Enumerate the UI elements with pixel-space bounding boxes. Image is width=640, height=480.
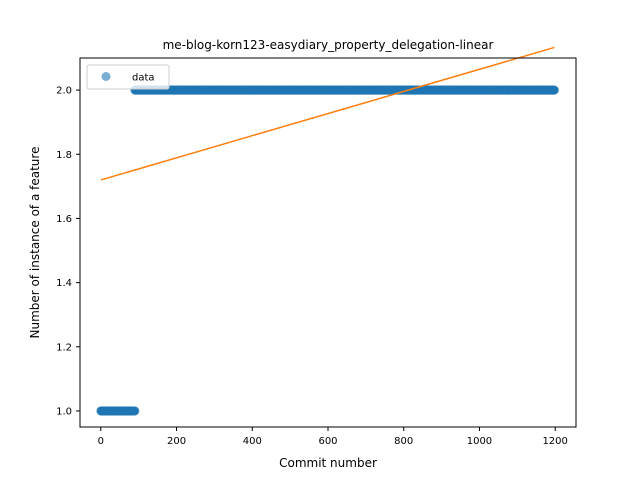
legend: data	[86, 64, 170, 90]
y-tick-label: 1.6	[56, 214, 72, 225]
data-point	[549, 85, 559, 95]
chart-title: me-blog-korn123-easydiary_property_deleg…	[163, 38, 494, 52]
x-tick-label: 400	[243, 436, 262, 447]
x-tick-label: 0	[98, 436, 104, 447]
data-point	[130, 406, 140, 416]
plot-background	[80, 58, 576, 427]
y-tick-label: 1.2	[56, 342, 72, 353]
x-axis-ticks: 0 200 400 600 800 1000 1200	[98, 427, 568, 447]
plot-area	[79, 46, 577, 428]
x-tick-label: 800	[394, 436, 413, 447]
y-tick-label: 1.4	[56, 278, 72, 289]
y-axis-ticks: 1.0 1.2 1.4 1.6 1.8 2.0	[56, 86, 80, 417]
y-tick-label: 2.0	[56, 86, 72, 97]
x-tick-label: 1200	[542, 436, 567, 447]
legend-label-data: data	[132, 73, 155, 84]
x-tick-label: 1000	[467, 436, 492, 447]
y-tick-label: 1.0	[56, 406, 72, 417]
legend-marker-data	[101, 72, 111, 81]
y-tick-label: 1.8	[56, 150, 72, 161]
x-tick-label: 200	[167, 436, 186, 447]
legend-box	[86, 64, 170, 90]
data-layer	[96, 46, 559, 416]
x-tick-label: 600	[318, 436, 337, 447]
y-axis-label: Number of instance of a feature	[28, 147, 42, 339]
linear-fit-line	[100, 46, 555, 181]
x-axis-label: Commit number	[279, 456, 377, 470]
